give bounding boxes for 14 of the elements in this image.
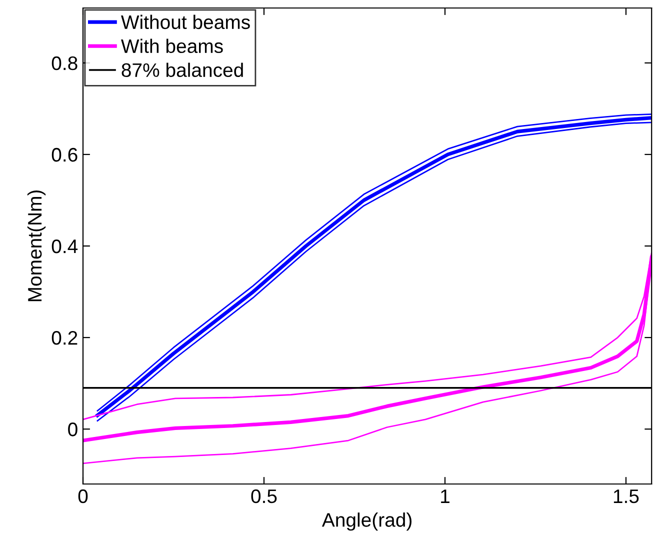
- x-tick-label: 0.5: [251, 489, 277, 504]
- x-tick-label: 1: [441, 490, 450, 503]
- legend-label: Without beams: [121, 14, 250, 30]
- legend-label: With beams: [121, 38, 223, 54]
- y-tick-label: 0.8: [52, 56, 78, 70]
- y-tick-label: 0.4: [52, 239, 78, 254]
- legend-label: 87% balanced: [122, 62, 243, 78]
- y-tick-label: 0.2: [52, 331, 78, 345]
- x-tick-label: 0: [78, 489, 88, 504]
- x-tick-label: 1.5: [614, 490, 639, 504]
- x-axis-title: Angle(rad): [322, 512, 412, 531]
- y-tick-label: 0.6: [52, 148, 78, 162]
- y-axis-title: Moment(Nm): [27, 190, 46, 302]
- y-tick-label: 0: [68, 422, 78, 436]
